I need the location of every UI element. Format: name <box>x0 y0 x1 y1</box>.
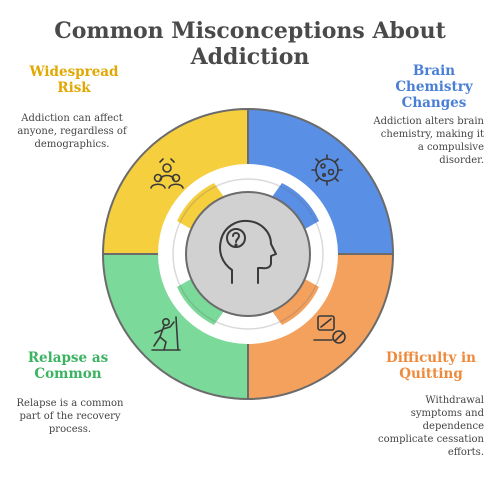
ring-gaps <box>177 183 319 325</box>
center-circle <box>185 191 311 317</box>
quitting-heading: Difficulty in Quitting <box>386 350 476 382</box>
brain-desc: Addiction alters brain chemistry, making… <box>373 116 484 166</box>
climbing-person-icon <box>151 316 181 351</box>
relapse-heading: Relapse as Common <box>27 350 109 382</box>
head-question-icon <box>219 219 277 284</box>
widespread-heading: Widespread Risk <box>29 64 119 96</box>
widespread-desc: Addiction can affect anyone, regardless … <box>17 113 127 150</box>
group-people-icon <box>150 158 184 189</box>
relapse-desc: Relapse is a common part of the recovery… <box>16 398 124 435</box>
brain-heading: Brain Chemistry Changes <box>395 63 473 111</box>
title-line-2: Addiction <box>190 44 310 70</box>
no-smoking-icon <box>313 315 346 344</box>
virus-cell-icon <box>311 154 343 186</box>
diagram-title: Common Misconceptions About Addiction <box>0 18 500 70</box>
title-line-1: Common Misconceptions About <box>54 18 446 44</box>
quitting-desc: Withdrawal symptoms and dependence compl… <box>377 395 484 458</box>
